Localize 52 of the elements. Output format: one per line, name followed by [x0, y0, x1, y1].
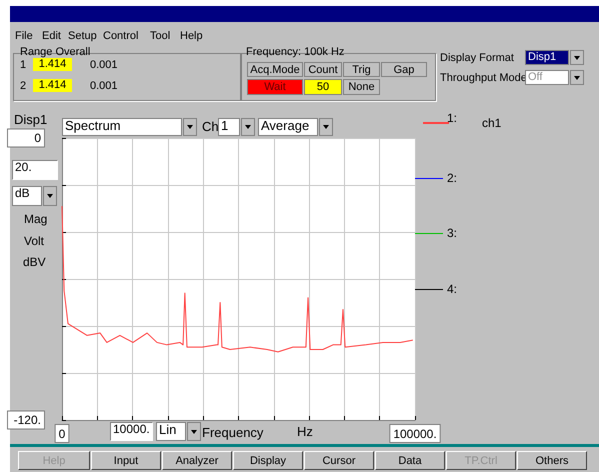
text: 4: [447, 282, 458, 296]
text: 1 [218, 118, 240, 136]
x-tick-label: 100000. [393, 427, 437, 441]
text: Lin [156, 422, 186, 441]
text: 2 [20, 80, 26, 93]
text: Frequency: 100k Hz [246, 46, 344, 59]
text: Range Overall [20, 46, 90, 59]
text: Wait [247, 79, 303, 95]
text: 1 [20, 59, 26, 72]
text: dB [12, 186, 42, 206]
text: Data [375, 451, 445, 470]
text: Trig [343, 62, 380, 77]
text: File [15, 30, 33, 43]
text: Display Format [440, 52, 514, 65]
text: Count [304, 62, 342, 77]
text: Disp1 [14, 112, 48, 127]
text: dBV [23, 255, 46, 269]
x-axis-title: Frequency [202, 425, 264, 440]
text: Input [91, 451, 161, 470]
text: 50 [304, 79, 342, 95]
text: Tool [150, 30, 170, 43]
text: 1.414 [33, 58, 72, 71]
text: Others [517, 451, 587, 470]
text: 1.414 [33, 79, 72, 92]
text: Off [525, 70, 569, 85]
text: Disp1 [525, 50, 569, 65]
text: 3: [447, 226, 458, 240]
text: Acq.Mode [247, 62, 303, 77]
text: Volt [24, 234, 44, 248]
text: Analyzer [162, 451, 232, 470]
text: Display [233, 451, 303, 470]
text: Mag [24, 212, 48, 226]
text: 0.001 [90, 80, 118, 93]
text: Edit [42, 30, 61, 43]
text: Spectrum [62, 118, 182, 136]
text: 2: [447, 171, 458, 185]
text: 0.001 [90, 59, 118, 72]
text: Gap [381, 62, 427, 77]
text: Average [258, 118, 318, 136]
text: Control [103, 30, 138, 43]
text: None [343, 79, 380, 95]
text: Help [180, 30, 203, 43]
line-series [62, 206, 414, 352]
text: 10000. [110, 422, 153, 441]
text: Ch [202, 119, 219, 134]
text: Cursor [304, 451, 374, 470]
y-tick-label: -120. [14, 413, 41, 427]
text: Setup [68, 30, 97, 43]
text: 20. [12, 160, 58, 180]
text: ch1 [482, 116, 502, 130]
text: Hz [297, 424, 313, 439]
text: 1: [447, 111, 458, 125]
